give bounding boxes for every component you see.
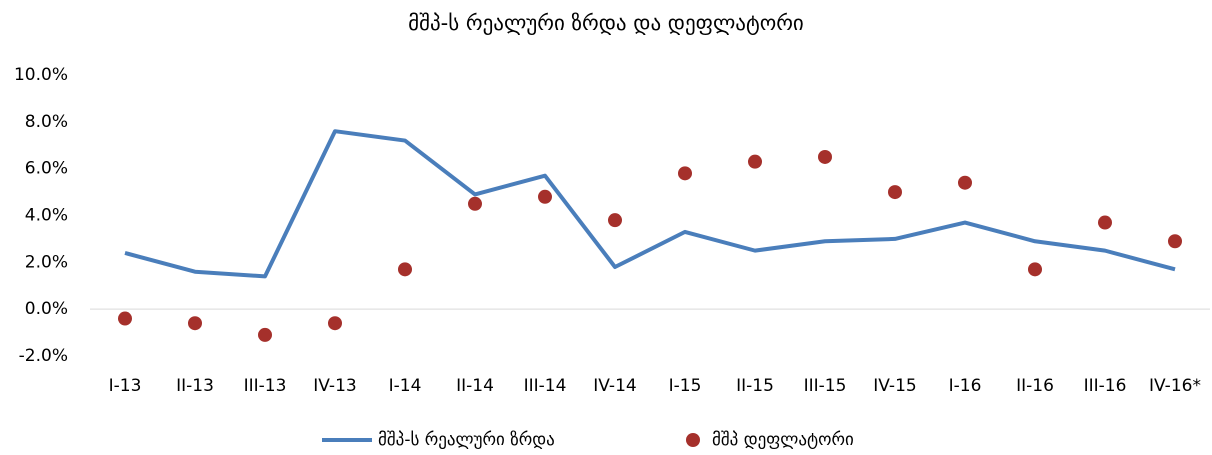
x-tick-label: I-15	[669, 376, 702, 396]
x-tick-label: II-14	[456, 376, 494, 396]
scatter-point	[328, 316, 342, 331]
y-tick-label: 4.0%	[25, 206, 68, 226]
x-tick-label: I-14	[389, 376, 422, 396]
chart-title: მშპ-ს რეალური ზრდა და დეფლატორი	[408, 11, 804, 35]
x-tick-label: III-13	[244, 376, 287, 396]
scatter-point	[678, 166, 692, 181]
scatter-point	[118, 311, 132, 326]
x-tick-label: III-15	[804, 376, 847, 396]
x-tick-label: III-16	[1084, 376, 1127, 396]
scatter-point	[538, 189, 552, 204]
scatter-point	[468, 196, 482, 211]
y-tick-label: 2.0%	[25, 252, 68, 272]
line-series	[124, 129, 1176, 279]
x-tick-label: II-15	[736, 376, 774, 396]
scatter-point	[398, 262, 412, 277]
scatter-point	[888, 185, 902, 200]
scatter-point	[258, 327, 272, 342]
x-tick-label: IV-15	[873, 376, 916, 396]
x-tick-label: II-16	[1016, 376, 1054, 396]
scatter-point	[1098, 215, 1112, 230]
legend-label: მშპ-ს რეალური ზრდა	[378, 430, 555, 450]
scatter-point	[1168, 234, 1182, 249]
scatter-point	[188, 316, 202, 331]
x-tick-label: IV-13	[313, 376, 356, 396]
x-tick-label: I-13	[109, 376, 142, 396]
x-tick-label: II-13	[176, 376, 214, 396]
x-tick-label: I-16	[949, 376, 982, 396]
y-tick-label: 6.0%	[25, 159, 68, 179]
scatter-point	[958, 175, 972, 190]
scatter-point	[748, 154, 762, 169]
scatter-point	[608, 213, 622, 228]
scatter-point	[1028, 262, 1042, 277]
y-tick-label: 0.0%	[25, 299, 68, 319]
y-tick-label: 10.0%	[14, 65, 68, 85]
legend-label: მშპ დეფლატორი	[712, 430, 854, 450]
scatter-point	[818, 149, 832, 164]
x-tick-label: IV-14	[593, 376, 636, 396]
x-tick-label: IV-16*	[1149, 376, 1201, 396]
legend-swatch	[686, 433, 700, 447]
y-tick-label: -2.0%	[19, 346, 68, 366]
y-tick-label: 8.0%	[25, 112, 68, 132]
x-tick-label: III-14	[524, 376, 567, 396]
